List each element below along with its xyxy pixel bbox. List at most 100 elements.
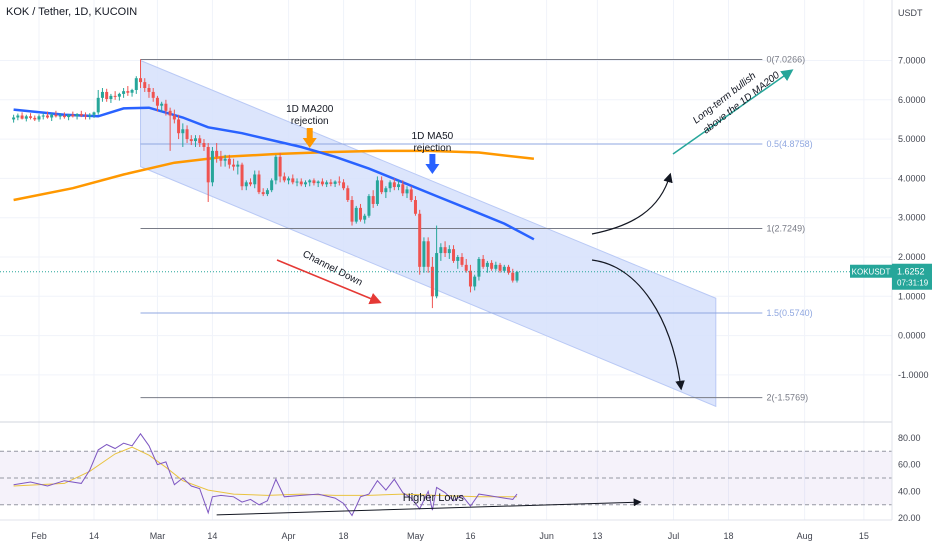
candle-body (401, 184, 405, 194)
candle-body (358, 207, 362, 220)
candle-body (325, 182, 329, 185)
rsi-tick-label: 60.00 (898, 460, 921, 470)
higher-lows-arrow (216, 498, 642, 516)
candle-body (215, 150, 219, 157)
candle-body (54, 114, 58, 117)
ma200-rejection-label: rejection (291, 116, 329, 127)
candle-body (274, 156, 278, 181)
candle-body (392, 182, 396, 188)
candle-body (346, 188, 350, 201)
candle-body (45, 115, 49, 118)
time-tick-label: Mar (150, 531, 166, 541)
fib-label: 1.5(0.5740) (767, 308, 813, 318)
candle-body (206, 146, 210, 183)
candle-body (100, 91, 104, 98)
candle-body (181, 129, 185, 134)
candle-body (435, 253, 439, 297)
candle-body (320, 181, 324, 185)
candle-body (249, 182, 252, 185)
candle-body (113, 95, 117, 97)
candle-body (96, 97, 100, 113)
price-tick-label: 2.0000 (898, 252, 926, 262)
time-tick-label: 13 (592, 531, 602, 541)
breakdown-arrow (591, 259, 685, 391)
candle-body (92, 112, 96, 115)
candle-body (71, 114, 75, 117)
fib-label: 1(2.7249) (767, 224, 806, 234)
higher-lows-label: Higher Lows (403, 492, 465, 504)
candle-body (109, 95, 113, 100)
candle-body (210, 150, 214, 183)
last-price-badge (892, 263, 932, 290)
candle-body (502, 266, 506, 271)
candle-body (308, 180, 312, 183)
candle-body (236, 164, 240, 167)
candle-body (388, 182, 392, 189)
candle-body (464, 264, 468, 271)
time-tick-label: 14 (89, 531, 99, 541)
candles (12, 59, 519, 309)
rsi-pane: Higher Lows (0, 421, 892, 517)
candle-body (134, 78, 138, 90)
fib-label: 0.5(4.8758) (767, 139, 813, 149)
candle-body (363, 215, 367, 220)
price-tick-label: 3.0000 (898, 213, 926, 223)
candle-body (84, 115, 88, 117)
candle-body (58, 115, 62, 117)
fib-label: 2(-1.5769) (767, 393, 809, 403)
time-tick-label: Jun (539, 531, 554, 541)
time-tick-label: 18 (339, 531, 349, 541)
time-tick-label: Apr (282, 531, 296, 541)
candle-body (456, 257, 460, 261)
candle-body (287, 178, 291, 181)
candle-body (147, 88, 151, 92)
candle-body (452, 249, 456, 261)
candle-body (515, 271, 519, 281)
price-tick-label: 1.0000 (898, 291, 926, 301)
candle-body (405, 189, 409, 194)
candle-body (397, 184, 401, 188)
candle-body (278, 156, 282, 177)
candle-body (126, 91, 130, 93)
candle-body (468, 270, 472, 287)
candle-body (413, 200, 417, 214)
candle-body (67, 114, 71, 118)
candle-body (282, 176, 286, 181)
candle-body (265, 190, 269, 195)
candle-body (473, 276, 477, 287)
rsi-line (13, 432, 518, 517)
symbol-badge-text: KOKUSDT (852, 268, 891, 277)
candle-body (316, 181, 320, 184)
candle-body (333, 181, 337, 184)
candle-body (160, 103, 164, 106)
channel-down-arrow (276, 259, 382, 305)
candle-body (371, 196, 375, 204)
candle-body (350, 200, 354, 222)
candle-body (303, 182, 307, 185)
ma200-rejection-label: 1D MA200 (286, 104, 334, 115)
candle-body (88, 114, 92, 117)
fib-levels: 0(7.0266) 0.5(4.8758) 1(2.7249) 1.5(0.5740)… (140, 54, 813, 403)
candle-body (485, 262, 489, 267)
candle-body (257, 174, 261, 193)
candle-body (79, 113, 83, 116)
candle-body (151, 91, 155, 98)
candle-body (426, 241, 430, 267)
candle-body (498, 264, 502, 271)
candle-body (177, 119, 181, 134)
candle-body (198, 138, 202, 144)
candle-body (253, 174, 257, 185)
price-tick-label: 7.0000 (898, 56, 926, 66)
candle-body (261, 192, 265, 195)
candle-body (380, 180, 384, 193)
candle-body (20, 115, 24, 119)
channel-down (140, 59, 717, 408)
candle-body (342, 182, 346, 189)
candle-body (139, 78, 143, 83)
candle-body (460, 257, 464, 265)
breakout-up-arrow (591, 172, 673, 235)
candle-body (202, 143, 206, 147)
